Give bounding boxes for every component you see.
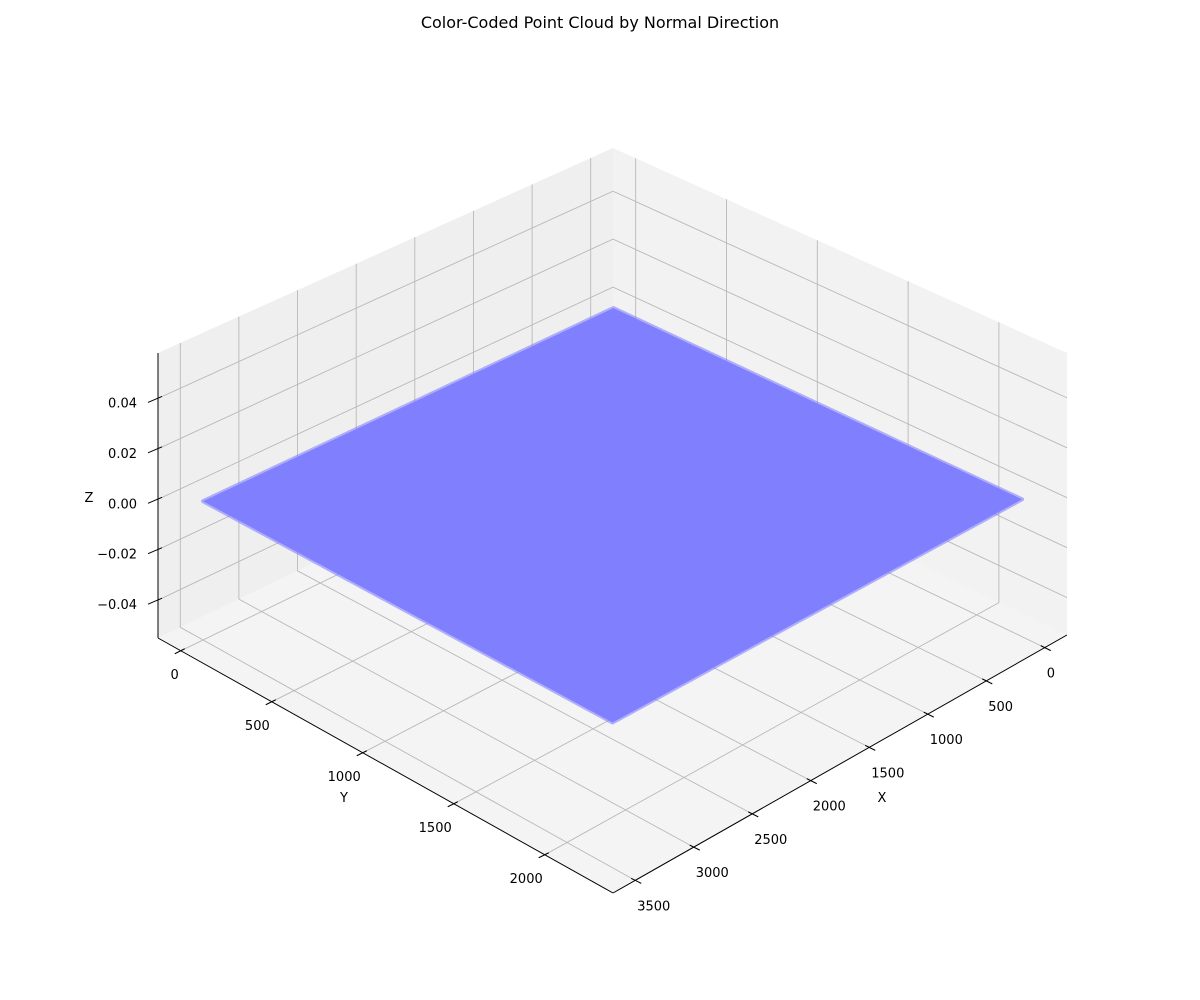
x-grid-line	[179, 343, 636, 881]
y-tick-label: 1000	[328, 770, 361, 785]
x-tick	[982, 678, 993, 685]
y-axis-line	[157, 637, 614, 894]
z-tick	[147, 597, 163, 605]
y-tick-label: 500	[245, 719, 270, 734]
x-grid-line	[238, 316, 694, 848]
chart-title: Color-Coded Point Cloud by Normal Direct…	[421, 13, 779, 32]
z-grid-line	[157, 190, 1068, 399]
x-tick-label: 500	[988, 700, 1013, 715]
x-tick	[689, 844, 700, 851]
y-tick	[356, 750, 367, 757]
point-cloud	[201, 306, 1025, 725]
x-tick	[1040, 645, 1051, 652]
x-tick-label: 3500	[637, 899, 670, 914]
x-tick	[748, 811, 759, 818]
x-tick	[806, 778, 817, 785]
y-tick-label: 2000	[510, 872, 543, 887]
y-tick-label: 0	[170, 668, 178, 683]
axes-layer	[147, 353, 1068, 894]
x-tick	[923, 711, 934, 718]
x-axis-line	[612, 634, 1068, 894]
z-tick-label: 0.02	[108, 447, 137, 462]
z-tick-label: 0.04	[108, 396, 137, 411]
y-tick	[538, 852, 549, 859]
z-tick	[147, 395, 163, 403]
z-grid-line	[157, 238, 1068, 450]
x-tick-label: 3000	[696, 866, 729, 881]
z-tick	[147, 547, 163, 555]
z-tick	[147, 496, 163, 504]
x-tick-label: 0	[1047, 667, 1055, 682]
marks-layer	[201, 306, 1025, 725]
y-tick	[174, 648, 185, 655]
x-tick-label: 1500	[871, 766, 904, 781]
x-tick	[631, 877, 642, 884]
labels-layer: 0 500 1000 1500 2000 2500 3000 3500 0 500 1000 1500…	[97, 396, 1055, 914]
x-axis-label: X	[878, 791, 887, 806]
x-tick-label: 2500	[754, 833, 787, 848]
z-tick-label: 0.00	[108, 497, 137, 512]
y-tick	[265, 699, 276, 706]
x-tick	[865, 744, 876, 751]
y-grid-line	[544, 322, 1000, 856]
y-axis-label: Y	[339, 791, 348, 806]
x-grid-line	[297, 290, 753, 815]
x-tick-label: 2000	[813, 800, 846, 815]
y-tick	[447, 801, 458, 808]
z-tick-label: −0.04	[97, 598, 137, 613]
z-grid-line	[157, 286, 1068, 500]
z-axis-label: Z	[85, 491, 94, 506]
y-tick-label: 1500	[419, 821, 452, 836]
z-tick-label: −0.02	[97, 548, 137, 563]
x-tick-label: 1000	[930, 733, 963, 748]
z-tick	[147, 446, 163, 454]
